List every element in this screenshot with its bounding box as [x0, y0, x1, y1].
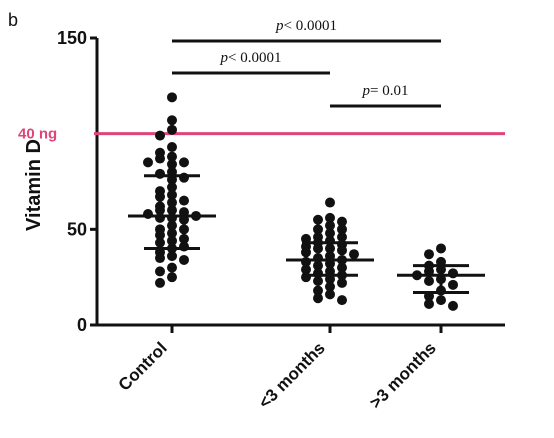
significance-label: p= 0.01: [362, 83, 409, 99]
data-point: [325, 220, 335, 231]
data-point: [349, 249, 359, 260]
significance-brackets: p< 0.0001 p< 0.0001 p= 0.01: [172, 18, 441, 108]
x-tick-label: <3 months: [255, 338, 329, 412]
data-point: [155, 205, 165, 216]
data-point: [167, 262, 177, 273]
data-point: [325, 197, 335, 208]
data-point: [337, 231, 347, 242]
data-point: [143, 209, 153, 220]
data-point: [313, 224, 323, 235]
data-point: [337, 295, 347, 306]
data-point: [337, 216, 347, 227]
x-tick-label: >3 months: [366, 338, 440, 412]
data-point: [179, 233, 189, 244]
reference-line-label: 40 ng: [18, 126, 57, 143]
data-point: [167, 142, 177, 153]
data-point: [436, 295, 446, 306]
significance-label: p< 0.0001: [220, 50, 282, 66]
data-point: [337, 262, 347, 273]
panel-label: b: [8, 10, 18, 30]
reference-line: 40 ng: [18, 126, 505, 143]
data-point: [424, 275, 434, 286]
data-point: [301, 247, 311, 258]
y-tick-label: 0: [77, 315, 87, 335]
data-point: [167, 159, 177, 170]
data-point: [155, 153, 165, 164]
data-point: [325, 289, 335, 300]
data-point: [313, 243, 323, 254]
data-point: [179, 241, 189, 252]
y-tick-label: 150: [57, 28, 87, 48]
data-point: [179, 172, 189, 183]
data-point: [313, 275, 323, 286]
data-point: [167, 272, 177, 283]
data-point: [167, 251, 177, 262]
axes: 0 50 150 Control <3 months >3 months: [57, 28, 505, 412]
data-point: [313, 260, 323, 271]
data-point: [448, 300, 458, 311]
data-point: [448, 268, 458, 279]
data-point: [167, 115, 177, 126]
error-bars: [128, 174, 485, 294]
data-point: [167, 151, 177, 162]
data-point: [313, 293, 323, 304]
data-point: [155, 191, 165, 202]
y-tick-label: 50: [67, 219, 87, 239]
significance-label: p< 0.0001: [275, 18, 337, 34]
data-point: [179, 157, 189, 168]
data-point: [313, 285, 323, 296]
data-point: [155, 130, 165, 141]
data-point: [167, 92, 177, 103]
data-point: [325, 212, 335, 223]
data-point: [179, 254, 189, 265]
data-point: [143, 157, 153, 168]
data-point: [301, 272, 311, 283]
data-point: [424, 249, 434, 260]
data-point: [155, 237, 165, 248]
data-points: [143, 92, 458, 311]
data-point: [155, 253, 165, 264]
data-point: [424, 298, 434, 309]
data-point: [436, 243, 446, 254]
data-point: [301, 264, 311, 275]
data-point: [155, 266, 165, 277]
data-point: [155, 277, 165, 288]
y-axis-label: Vitamin D: [23, 139, 45, 231]
data-point: [337, 245, 347, 256]
data-point: [325, 228, 335, 239]
data-point: [448, 279, 458, 290]
data-point: [155, 212, 165, 223]
data-point: [179, 195, 189, 206]
data-point: [167, 124, 177, 135]
data-point: [313, 214, 323, 225]
x-tick-label: Control: [115, 338, 171, 394]
data-point: [337, 277, 347, 288]
data-point: [155, 230, 165, 241]
data-point: [179, 224, 189, 235]
data-point: [155, 168, 165, 179]
data-point: [337, 224, 347, 235]
data-point: [325, 281, 335, 292]
